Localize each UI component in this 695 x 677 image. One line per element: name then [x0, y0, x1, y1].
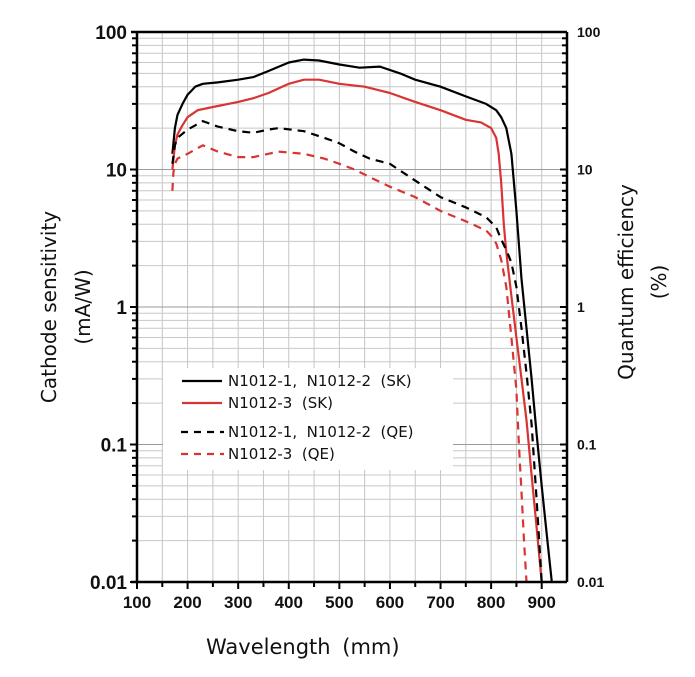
y2-tick-label: 0.1: [577, 437, 597, 453]
x-axis-title-word: Wavelength: [206, 635, 331, 659]
y2-tick-label: 100: [577, 24, 601, 40]
y2-axis-title-line1: Quantum efficiency: [614, 184, 638, 380]
x-tick-label: 800: [477, 593, 505, 612]
legend-label-3: N1012-3 (QE): [228, 445, 335, 463]
y2-tick-label: 1: [577, 299, 585, 315]
series-layer: [171, 58, 553, 583]
x-tick-label: 300: [224, 593, 252, 612]
series-line-1: [171, 78, 543, 583]
x-tick-label: 900: [528, 593, 556, 612]
y-axis-title-line1: Cathode sensitivity: [37, 211, 61, 403]
x-tick-label: 200: [173, 593, 201, 612]
axes: 100 200 300 400 500 600 700 800 900 100 10 1 0.1 0.01…: [90, 23, 604, 612]
series-line-2: [171, 119, 543, 583]
x-axis-title: Wavelength (mm): [206, 635, 400, 659]
y-tick-label: 100: [95, 23, 127, 44]
y2-axis-title-line2: (%): [647, 265, 671, 300]
x-tick-label: 100: [123, 593, 151, 612]
legend: N1012-1, N1012-2 (SK) N1012-3 (SK) N1012…: [163, 368, 453, 470]
legend-label-1: N1012-3 (SK): [228, 394, 333, 412]
grid: [137, 32, 567, 582]
y-tick-label: 10: [106, 161, 127, 182]
legend-label-2: N1012-1, N1012-2 (QE): [228, 423, 414, 441]
y-tick-label: 0.01: [90, 573, 127, 594]
y-tick-label: 1: [116, 298, 127, 319]
series-line-3: [171, 144, 528, 583]
x-tick-label: 600: [376, 593, 404, 612]
y2-tick-label: 10: [577, 162, 593, 178]
legend-label-0: N1012-1, N1012-2 (SK): [228, 372, 412, 390]
x-tick-label: 500: [325, 593, 353, 612]
x-tick-label: 700: [426, 593, 454, 612]
y2-tick-label: 0.01: [577, 574, 604, 590]
x-axis-title-unit: (mm): [342, 635, 399, 659]
x-tick-label: 400: [275, 593, 303, 612]
y-tick-label: 0.1: [101, 436, 128, 457]
y-axis-title-line2: (mA/W): [71, 269, 95, 344]
series-line-0: [171, 58, 553, 583]
